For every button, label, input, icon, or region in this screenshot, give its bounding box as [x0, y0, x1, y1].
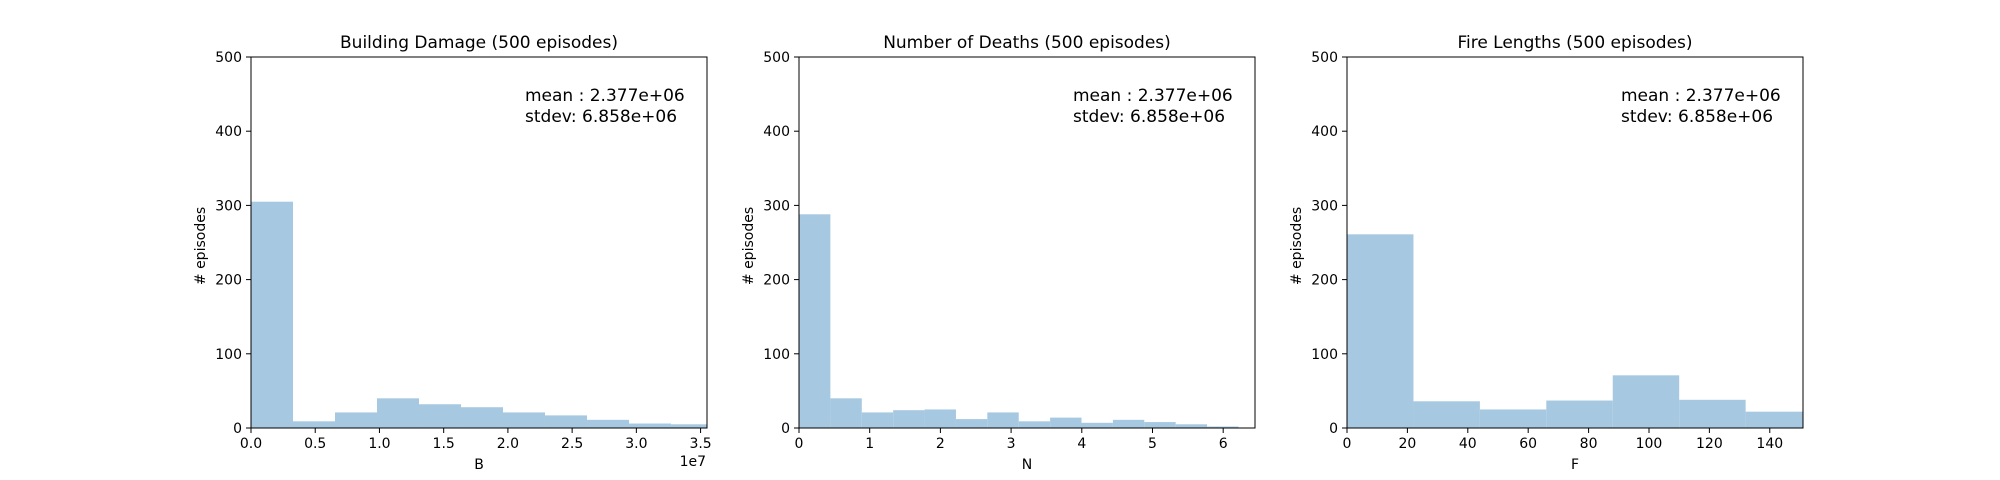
x-tick-label: 0.0	[240, 436, 262, 452]
y-tick-label: 0	[1329, 421, 1338, 437]
x-tick-label: 0	[1343, 436, 1352, 452]
chart-panel-3: Fire Lengths (500 episodes) F # episodes…	[1289, 33, 1804, 473]
histogram-bar	[830, 398, 862, 428]
y-tick-label: 300	[215, 198, 242, 214]
y-tick-label: 500	[1311, 50, 1338, 66]
bars-2	[799, 214, 1239, 428]
histogram-bar	[1081, 422, 1113, 428]
bars-3	[1347, 234, 1803, 428]
x-tick-label: 0.5	[304, 436, 326, 452]
chart-title-3: Fire Lengths (500 episodes)	[1457, 33, 1692, 53]
histogram-bar	[1413, 401, 1480, 428]
histogram-bar	[861, 412, 894, 428]
histogram-bar	[987, 412, 1019, 428]
x-offset-label-1: 1e7	[680, 454, 706, 470]
axes-frame	[1346, 56, 1804, 429]
x-tick-label: 80	[1580, 436, 1598, 452]
y-tick-label: 100	[1311, 347, 1338, 363]
y-tick-label: 500	[763, 50, 790, 66]
histogram-bar	[799, 214, 831, 428]
histogram-bar	[1745, 411, 1803, 428]
histogram-bar	[377, 398, 420, 428]
y-tick-label: 100	[215, 347, 242, 363]
x-axis-label-2: N	[1022, 457, 1032, 473]
histogram-bar	[1112, 419, 1145, 428]
stats-mean-1: mean : 2.377e+06	[525, 86, 685, 106]
y-tick-label: 200	[763, 273, 790, 289]
x-tick-label: 4	[1077, 436, 1086, 452]
y-tick-label: 200	[215, 273, 242, 289]
histogram-bar	[1175, 424, 1208, 428]
histogram-bar	[545, 415, 588, 428]
y-tick-label: 200	[1311, 273, 1338, 289]
x-axis-label-1: B	[474, 457, 484, 473]
x-axis-label-3: F	[1571, 457, 1579, 473]
x-tick-label: 1.0	[368, 436, 390, 452]
stats-mean-3: mean : 2.377e+06	[1621, 86, 1781, 106]
chart-title-1: Building Damage (500 episodes)	[340, 33, 618, 53]
y-tick-label: 300	[1311, 198, 1338, 214]
y-tick-label: 400	[763, 124, 790, 140]
histogram-bar	[461, 407, 504, 428]
x-tick-label: 5	[1148, 436, 1157, 452]
stats-mean-2: mean : 2.377e+06	[1073, 86, 1233, 106]
chart-title-2: Number of Deaths (500 episodes)	[883, 33, 1171, 53]
x-tick-label: 3.0	[625, 436, 647, 452]
histogram-bar	[251, 201, 294, 428]
x-tick-label: 2.0	[497, 436, 519, 452]
x-tick-label: 120	[1696, 436, 1723, 452]
histogram-bar	[419, 404, 462, 428]
histogram-bar	[503, 412, 546, 428]
y-tick-label: 0	[233, 421, 242, 437]
x-tick-label: 1.5	[433, 436, 455, 452]
histogram-bar	[1546, 400, 1613, 428]
x-tick-label: 3	[1007, 436, 1016, 452]
x-tick-label: 40	[1459, 436, 1477, 452]
y-axis-label-3: # episodes	[1289, 207, 1305, 285]
histogram-bar	[293, 421, 336, 428]
x-tick-label: 20	[1398, 436, 1416, 452]
histogram-bar	[1207, 426, 1239, 428]
y-tick-label: 300	[763, 198, 790, 214]
histogram-bar	[629, 423, 672, 428]
histogram-bar	[955, 419, 988, 428]
histogram-bar	[1679, 399, 1746, 428]
x-tick-label: 2.5	[561, 436, 583, 452]
y-axis-label-1: # episodes	[193, 207, 209, 285]
histogram-bar	[1050, 417, 1082, 428]
histogram-bar	[1347, 234, 1414, 428]
y-tick-label: 400	[1311, 124, 1338, 140]
x-tick-label: 140	[1756, 436, 1783, 452]
histogram-bar	[1018, 421, 1051, 428]
histogram-bar	[1479, 409, 1547, 428]
histogram-bar	[671, 424, 707, 428]
x-tick-label: 100	[1636, 436, 1663, 452]
x-tick-label: 3.5	[689, 436, 711, 452]
y-tick-label: 100	[763, 347, 790, 363]
histogram-bar	[1612, 375, 1680, 428]
stats-stdev-1: stdev: 6.858e+06	[525, 107, 677, 127]
histogram-bar	[335, 412, 378, 428]
chart-panel-2: Number of Deaths (500 episodes) N # epis…	[741, 33, 1256, 473]
y-tick-label: 400	[215, 124, 242, 140]
bars-1	[251, 201, 707, 428]
y-tick-label: 500	[215, 50, 242, 66]
histogram-bar	[924, 409, 956, 428]
histogram-bar	[1144, 422, 1176, 428]
x-tick-label: 2	[936, 436, 945, 452]
stats-stdev-3: stdev: 6.858e+06	[1621, 107, 1773, 127]
histogram-bar	[587, 419, 630, 428]
chart-panel-1: Building Damage (500 episodes) B # episo…	[193, 33, 712, 473]
histogram-bar	[893, 410, 925, 428]
y-tick-label: 0	[781, 421, 790, 437]
axes-frame	[250, 56, 708, 429]
x-tick-label: 1	[865, 436, 874, 452]
y-axis-label-2: # episodes	[741, 207, 757, 285]
x-tick-label: 60	[1519, 436, 1537, 452]
x-tick-label: 0	[795, 436, 804, 452]
stats-stdev-2: stdev: 6.858e+06	[1073, 107, 1225, 127]
axes-frame	[798, 56, 1256, 429]
x-tick-label: 6	[1219, 436, 1228, 452]
